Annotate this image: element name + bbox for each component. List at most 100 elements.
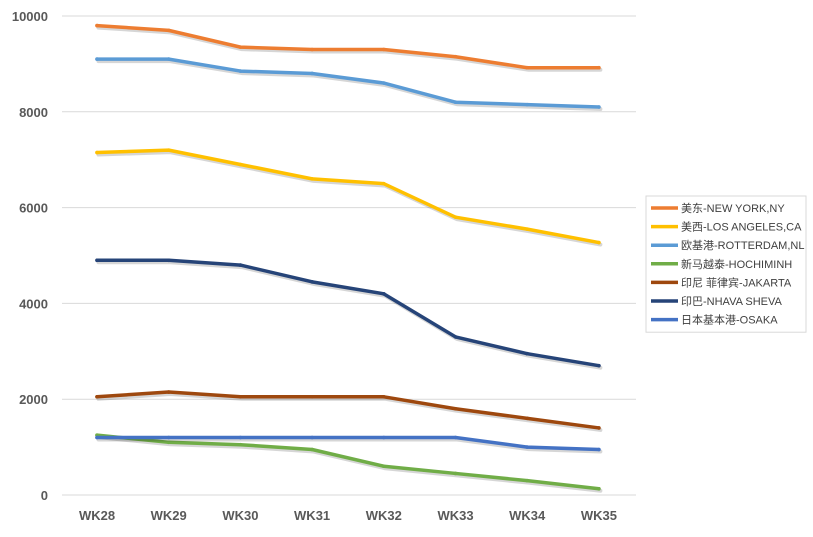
- data-point: [382, 181, 386, 186]
- data-point: [166, 440, 171, 445]
- series-line-shadow: [96, 392, 603, 432]
- series-line: [95, 57, 601, 109]
- data-point: [238, 263, 243, 267]
- data-point: [525, 478, 529, 483]
- data-point: [95, 395, 99, 399]
- data-point: [95, 23, 99, 28]
- data-point: [597, 240, 601, 245]
- data-point: [382, 81, 386, 85]
- data-point: [525, 351, 529, 356]
- data-point: [453, 335, 458, 339]
- legend-label: 美西-LOS ANGELES,CA: [681, 221, 802, 234]
- legend-label: 美东-NEW YORK,NY: [681, 202, 785, 215]
- series-line: [95, 23, 601, 70]
- data-point: [166, 435, 171, 440]
- data-point: [382, 464, 386, 469]
- x-tick-label: WK34: [509, 508, 546, 523]
- data-point: [238, 395, 243, 399]
- series-group: [95, 258, 603, 370]
- data-point: [525, 416, 529, 421]
- x-tick-label: WK29: [151, 508, 187, 523]
- data-point: [597, 65, 601, 70]
- data-point: [453, 54, 458, 59]
- series-group: [95, 435, 603, 454]
- series-line: [95, 258, 601, 368]
- series-line: [95, 390, 601, 430]
- data-point: [453, 471, 458, 476]
- data-point: [166, 148, 171, 152]
- legend-label: 印尼 菲律宾-JAKARTA: [681, 275, 792, 289]
- data-point: [453, 215, 458, 219]
- series-line: [95, 433, 601, 491]
- legend-label: 印巴-NHAVA SHEVA: [681, 295, 783, 308]
- series-group: [95, 148, 603, 247]
- series-lines: [95, 23, 603, 493]
- data-point: [238, 162, 243, 167]
- data-point: [238, 442, 243, 447]
- x-tick-label: WK33: [437, 508, 473, 523]
- series-line-shadow: [96, 437, 603, 454]
- y-tick-label: 10000: [12, 9, 48, 24]
- x-tick-label: WK31: [294, 508, 330, 523]
- data-point: [525, 445, 529, 449]
- series-group: [95, 23, 603, 72]
- data-point: [310, 177, 314, 181]
- y-tick-label: 8000: [19, 105, 48, 120]
- data-point: [95, 150, 99, 155]
- y-tick-label: 6000: [19, 201, 48, 216]
- data-point: [597, 426, 601, 430]
- data-point: [166, 390, 171, 394]
- series-group: [95, 433, 603, 493]
- data-point: [238, 45, 243, 49]
- data-point: [597, 363, 601, 368]
- y-tick-label: 0: [41, 488, 48, 503]
- y-tick-label: 2000: [19, 392, 48, 407]
- data-point: [95, 258, 99, 263]
- series-line: [95, 435, 601, 452]
- data-point: [310, 47, 314, 52]
- data-point: [382, 47, 386, 52]
- data-point: [525, 227, 529, 231]
- data-point: [310, 280, 314, 284]
- data-point: [597, 105, 601, 109]
- data-point: [525, 102, 529, 107]
- data-point: [525, 65, 529, 70]
- series-group: [95, 57, 603, 112]
- data-point: [453, 406, 458, 411]
- legend: 美东-NEW YORK,NY 美西-LOS ANGELES,CA 欧基港-ROTTE…: [645, 195, 807, 333]
- legend-label: 新马越泰-HOCHIMINH: [681, 257, 792, 271]
- data-point: [238, 69, 243, 73]
- data-point: [166, 258, 171, 263]
- axes: 0 2000 4000 6000 8000 10000 WK28 WK29 WK30 WK31 WK…: [12, 9, 617, 523]
- data-point: [166, 28, 171, 33]
- data-point: [238, 435, 243, 440]
- x-tick-label: WK28: [79, 508, 115, 523]
- data-point: [382, 435, 386, 440]
- data-point: [453, 435, 458, 440]
- x-tick-label: WK35: [581, 508, 617, 523]
- data-point: [310, 395, 314, 399]
- x-tick-label: WK30: [222, 508, 258, 523]
- y-tick-label: 4000: [19, 296, 48, 311]
- data-point: [310, 435, 314, 440]
- data-point: [166, 57, 171, 61]
- gridlines: [62, 15, 636, 496]
- data-point: [310, 447, 314, 452]
- data-point: [382, 292, 386, 296]
- legend-box: [645, 195, 807, 333]
- data-point: [95, 57, 99, 61]
- legend-label: 欧基港-ROTTERDAM,NL: [681, 239, 804, 252]
- x-tick-label: WK32: [366, 508, 402, 523]
- series-line: [95, 148, 601, 245]
- data-point: [95, 435, 99, 440]
- series-line-shadow: [96, 150, 603, 247]
- data-point: [382, 395, 386, 399]
- data-point: [597, 486, 601, 491]
- data-point: [310, 71, 314, 76]
- data-point: [597, 447, 601, 452]
- legend-label: 日本基本港-OSAKA: [681, 313, 778, 327]
- data-point: [453, 100, 458, 105]
- series-group: [95, 390, 603, 432]
